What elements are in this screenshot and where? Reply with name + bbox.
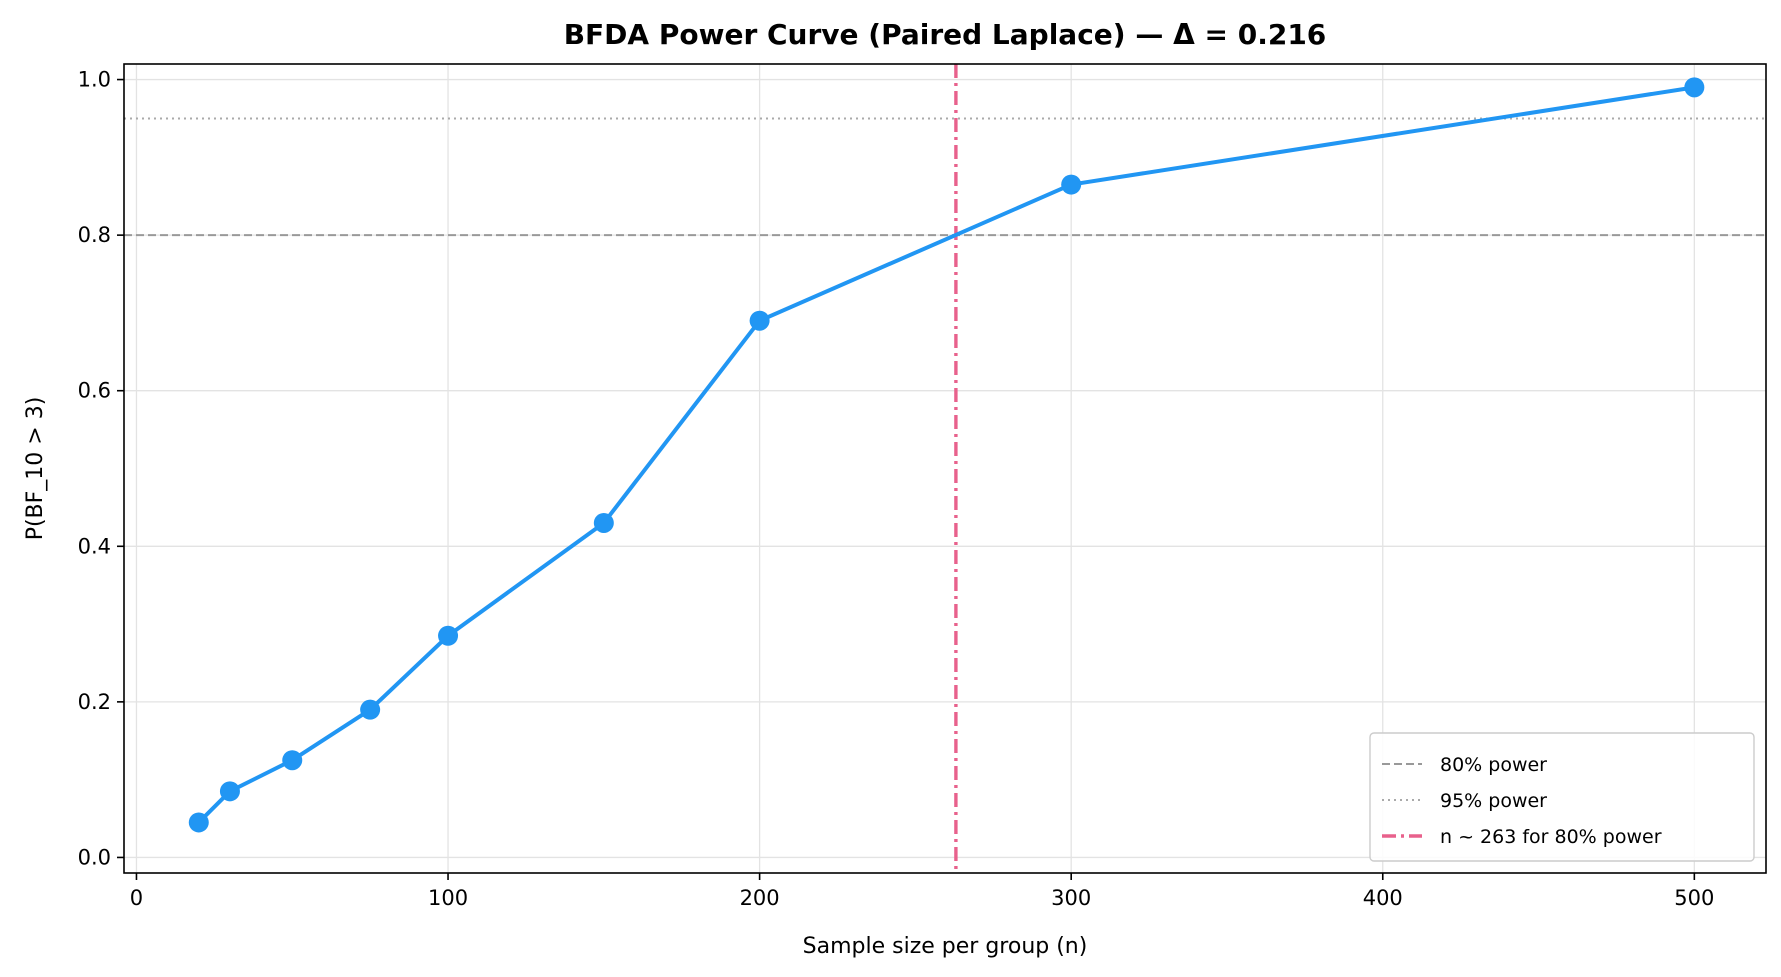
x-axis-label: Sample size per group (n)	[803, 934, 1088, 959]
axes: 0 100 200 300 400 500 0.0 0.2 0.4 0.6 0.8 1.0	[78, 63, 1767, 910]
y-tick-label: 0.2	[78, 690, 111, 714]
series-line	[197, 85, 1695, 824]
y-tick-label: 1.0	[78, 68, 111, 92]
data-point	[282, 750, 303, 771]
plot-frame	[123, 63, 1767, 874]
data-point	[360, 699, 381, 720]
y-tick-label: 0.6	[78, 379, 111, 403]
x-tick-label: 500	[1674, 886, 1714, 910]
data-point	[438, 625, 459, 646]
data-point	[1684, 77, 1705, 98]
x-tick-label: 200	[740, 886, 780, 910]
x-tick-label: 0	[130, 886, 143, 910]
legend-box	[1369, 732, 1755, 862]
y-tick-label: 0.4	[78, 534, 111, 558]
legend: 80% power 95% power n ~ 263 for 80% power	[1369, 732, 1755, 862]
y-tick-label: 0.8	[78, 223, 111, 247]
legend-label: 95% power	[1440, 790, 1547, 812]
chart-title: BFDA Power Curve (Paired Laplace) — Δ = …	[564, 18, 1327, 51]
data-point	[593, 512, 614, 533]
data-series	[188, 77, 1705, 833]
x-tick-label: 400	[1363, 886, 1403, 910]
y-axis-label: P(BF_10 > 3)	[23, 397, 48, 541]
data-point	[219, 781, 240, 802]
y-tick-label: 0.0	[78, 845, 111, 869]
x-tick-label: 300	[1051, 886, 1091, 910]
data-point	[188, 812, 209, 833]
grid	[124, 64, 1766, 873]
data-point	[1061, 174, 1082, 195]
legend-label: n ~ 263 for 80% power	[1440, 826, 1662, 848]
legend-label: 80% power	[1440, 754, 1547, 776]
data-point	[749, 310, 770, 331]
x-tick-label: 100	[428, 886, 468, 910]
